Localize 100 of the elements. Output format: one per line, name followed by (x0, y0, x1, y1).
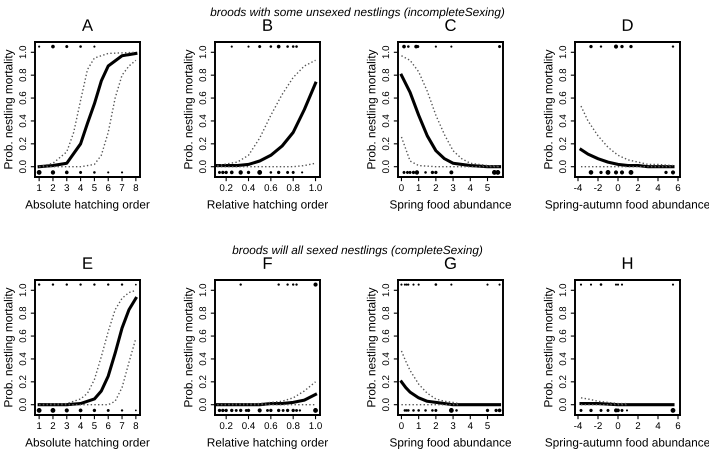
y-tick-label: 0.4 (199, 352, 206, 366)
y-tick-label: 0.6 (19, 330, 26, 342)
y-tick-label: 1.0 (19, 284, 26, 296)
x-tick-label: 2 (434, 422, 438, 429)
y-tick-label: 0.0 (199, 160, 206, 174)
y-tick-label: 0.6 (19, 92, 26, 104)
x-tick-label: 2 (636, 184, 640, 191)
x-tick-label: 1 (37, 422, 42, 429)
y-tick-label: 0.8 (199, 68, 206, 82)
x-axis-title: Spring food abundance (390, 438, 512, 449)
x-tick-label: 0.2 (220, 422, 232, 430)
y-tick-label: 0.2 (19, 138, 26, 150)
x-axis-title: Spring food abundance (390, 200, 512, 211)
y-tick-label: 0.8 (559, 306, 566, 320)
y-tick-label: 0.8 (19, 68, 26, 82)
y-tick-label: 0.0 (19, 160, 26, 174)
y-tick-label: 0.0 (382, 160, 390, 174)
x-tick-label: 0.8 (286, 184, 300, 192)
x-axis-title: Absolute hatching order (25, 438, 150, 449)
x-axis-title: Absolute hatching order (25, 200, 150, 211)
y-tick-label: 0.0 (19, 398, 26, 412)
x-tick-label: 4 (78, 184, 84, 191)
x-tick-label: 2 (50, 184, 56, 191)
y-axis-title: Prob. nestling mortality (544, 49, 555, 169)
y-axis-title: Prob. nestling mortality (366, 49, 378, 169)
y-tick-label: 0.4 (382, 114, 390, 128)
x-tick-label: 0.4 (242, 184, 255, 192)
x-tick-label: 5 (92, 184, 97, 192)
y-tick-label: 0.0 (559, 160, 566, 174)
y-tick-label: 0.4 (19, 114, 26, 128)
y-axis-title: Prob. nestling mortality (184, 49, 195, 169)
x-axis-title: Relative hatching order (208, 200, 328, 211)
y-tick-label: 0.6 (559, 330, 566, 342)
chart-title: E (83, 257, 92, 269)
y-axis-title: Prob. nestling mortality (366, 287, 378, 407)
y-tick-label: 0.8 (199, 306, 206, 320)
x-tick-label: 1.0 (310, 422, 322, 430)
y-axis-title: Prob. nestling mortality (544, 287, 555, 407)
y-tick-label: 0.4 (199, 114, 206, 128)
y-tick-label: 0.4 (559, 114, 566, 128)
x-tick-label: -2 (594, 184, 602, 191)
chart-title: H (622, 257, 632, 269)
x-tick-label: 3 (450, 184, 456, 192)
y-tick-label: 0.8 (19, 306, 26, 320)
chart-title: G (444, 257, 456, 270)
x-tick-label: 0.8 (286, 422, 300, 430)
x-tick-label: 4 (468, 422, 473, 429)
y-tick-label: 0.2 (199, 138, 206, 150)
x-tick-label: 4 (468, 184, 473, 191)
y-tick-label: 0.0 (199, 398, 206, 412)
x-tick-label: 5 (485, 422, 490, 430)
x-tick-label: 2 (50, 422, 56, 429)
x-tick-label: 3 (64, 422, 70, 430)
x-tick-label: -4 (574, 184, 582, 191)
x-tick-label: -4 (574, 422, 582, 429)
x-tick-label: 0.2 (220, 184, 232, 192)
x-tick-label: 5 (485, 184, 490, 192)
y-tick-label: 1.0 (382, 46, 390, 58)
x-tick-label: 4 (78, 422, 84, 429)
x-tick-label: 0 (616, 184, 620, 192)
y-tick-label: 1.0 (559, 46, 566, 58)
y-tick-label: 1.0 (559, 284, 566, 296)
x-axis-title: Relative hatching order (208, 438, 328, 449)
chart-title: D (622, 19, 633, 31)
x-tick-label: 1.0 (310, 184, 322, 192)
y-tick-label: 0.6 (559, 92, 566, 104)
x-tick-label: 7 (120, 184, 124, 191)
y-tick-label: 0.8 (382, 68, 390, 82)
x-tick-label: 6 (106, 184, 110, 192)
text: broods with some unsexed nestlings (incompleteSexing) (210, 8, 504, 19)
x-tick-label: 5 (92, 422, 97, 430)
text: broods will all sexed nestlings (completeSexing) (232, 245, 482, 257)
x-tick-label: 0.4 (242, 422, 255, 430)
y-axis-title: Prob. nestling mortality (184, 287, 195, 407)
x-tick-label: -2 (594, 422, 602, 429)
y-tick-label: 0.6 (382, 92, 390, 104)
y-tick-label: 0.2 (19, 376, 26, 388)
y-tick-label: 0.0 (382, 398, 390, 412)
x-tick-label: 1 (416, 422, 421, 429)
y-tick-label: 0.6 (199, 92, 206, 104)
x-tick-label: 3 (450, 422, 456, 430)
chart-title: B (263, 19, 272, 31)
x-tick-label: 8 (134, 422, 138, 430)
y-tick-label: 0.4 (382, 352, 390, 366)
y-tick-label: 0.2 (559, 138, 566, 150)
x-tick-label: 6 (676, 422, 680, 430)
x-tick-label: 4 (656, 422, 660, 429)
x-tick-label: 1 (37, 184, 42, 191)
x-tick-label: 2 (636, 422, 640, 429)
x-tick-label: 3 (64, 184, 70, 192)
x-tick-label: 0.6 (264, 184, 278, 192)
x-tick-label: 8 (134, 184, 138, 192)
x-tick-label: 4 (656, 184, 660, 191)
x-tick-label: 0 (399, 422, 404, 430)
y-tick-label: 0.8 (559, 68, 566, 82)
chart-title: A (82, 19, 94, 31)
x-tick-label: 6 (106, 422, 110, 430)
y-tick-label: 0.6 (199, 330, 206, 342)
y-tick-label: 0.2 (199, 376, 206, 388)
chart-title: C (445, 19, 456, 32)
